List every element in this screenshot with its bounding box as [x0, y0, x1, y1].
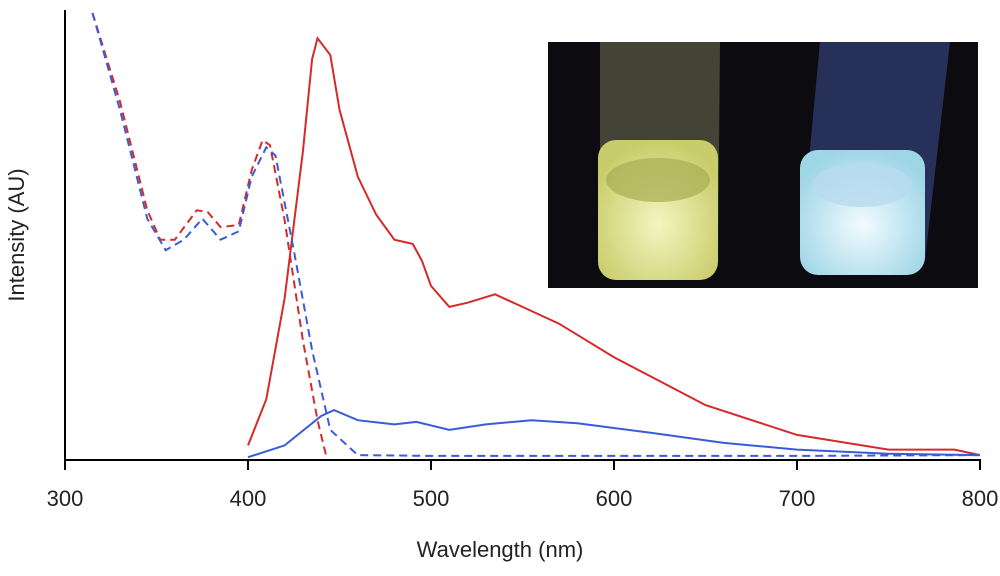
series-line: [91, 12, 981, 457]
photo-inset: [548, 42, 978, 288]
x-tick-label: 400: [230, 486, 267, 511]
x-tick-label: 700: [779, 486, 816, 511]
series-line: [91, 12, 328, 459]
x-tick-label: 500: [413, 486, 450, 511]
y-axis-label: Intensity (AU): [4, 168, 29, 301]
x-tick-label: 600: [596, 486, 633, 511]
series-line: [247, 409, 981, 459]
x-tick-label: 300: [47, 486, 84, 511]
x-axis-label: Wavelength (nm): [417, 537, 584, 562]
x-tick-label: 800: [962, 486, 999, 511]
series-line: [247, 35, 981, 457]
